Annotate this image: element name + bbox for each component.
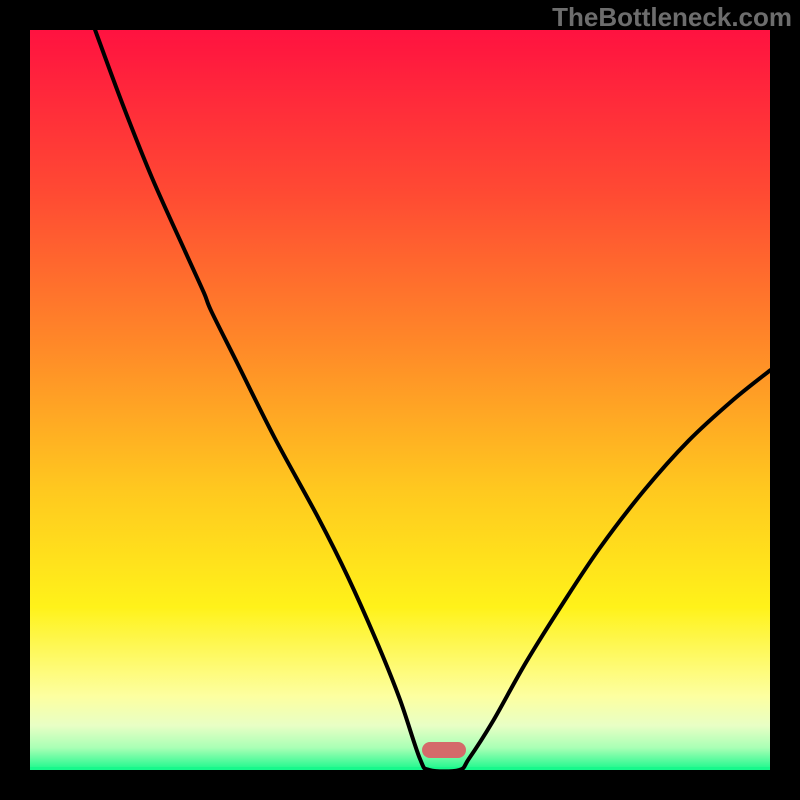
watermark-text: TheBottleneck.com [552,2,792,33]
chart-stage: TheBottleneck.com [0,0,800,800]
bottleneck-curve [0,0,800,800]
sweet-spot-marker [422,742,466,758]
